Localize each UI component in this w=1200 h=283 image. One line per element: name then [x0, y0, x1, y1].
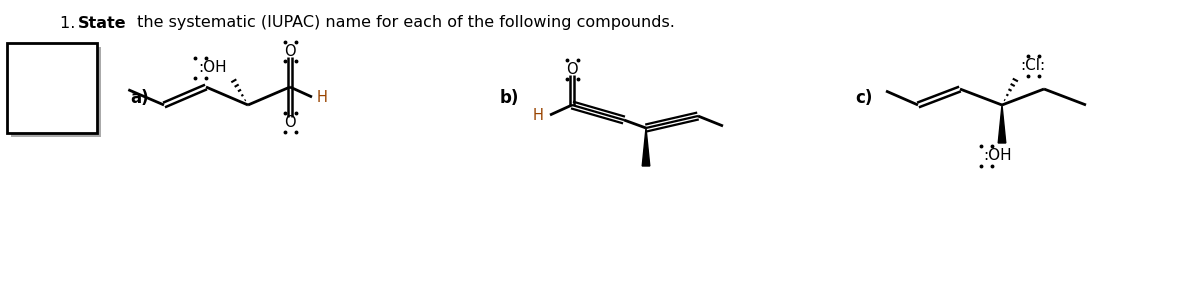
Text: H: H — [532, 108, 542, 123]
Bar — [11, 47, 101, 137]
Text: O: O — [284, 115, 296, 130]
Text: O: O — [566, 62, 578, 77]
Text: State: State — [78, 16, 127, 31]
Polygon shape — [642, 128, 650, 166]
Text: b): b) — [500, 89, 520, 107]
Text: O: O — [284, 44, 296, 59]
Text: :OH: :OH — [199, 61, 227, 76]
Text: :Cl:: :Cl: — [1020, 59, 1045, 74]
Text: the systematic (IUPAC) name for each of the following compounds.: the systematic (IUPAC) name for each of … — [132, 16, 674, 31]
Text: H: H — [317, 91, 328, 106]
Polygon shape — [998, 105, 1006, 143]
Text: c): c) — [856, 89, 872, 107]
Bar — [7, 43, 97, 133]
Text: 1.: 1. — [60, 16, 80, 31]
Text: :OH: :OH — [984, 149, 1013, 164]
Text: a): a) — [130, 89, 149, 107]
